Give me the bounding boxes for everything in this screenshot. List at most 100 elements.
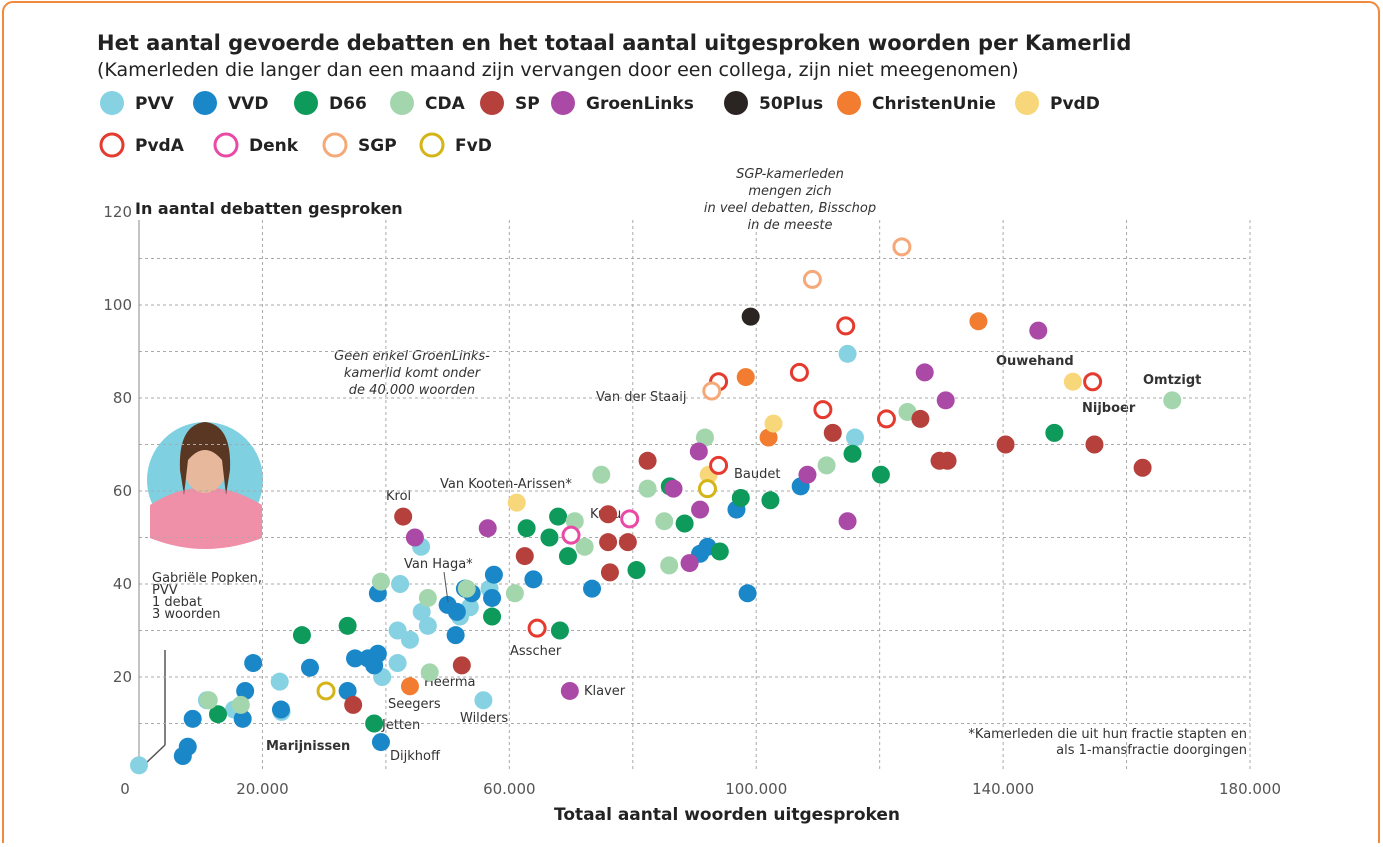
data-point [368, 644, 387, 663]
data-point [365, 714, 384, 733]
data-point [550, 621, 569, 640]
data-point [1133, 458, 1152, 477]
legend-label: SP [515, 94, 540, 114]
data-point [843, 444, 862, 463]
data-point [560, 681, 579, 700]
data-point [558, 547, 577, 566]
note-line: 3 woorden [152, 607, 221, 622]
point-label: Dijkhoff [390, 749, 441, 764]
data-point [517, 519, 536, 538]
data-point [371, 572, 390, 591]
data-point [527, 618, 547, 638]
data-point [655, 512, 674, 531]
legend-swatch [99, 132, 125, 158]
data-point [338, 616, 357, 635]
legend-label: Denk [249, 136, 299, 156]
point-label: Baudet [734, 467, 780, 482]
note-line: 1 debat [152, 595, 202, 610]
data-point [271, 700, 290, 719]
data-point [838, 344, 857, 363]
legend-label: PVV [135, 94, 175, 114]
data-point [457, 579, 476, 598]
data-point [1085, 435, 1104, 454]
legend-swatch [419, 132, 445, 158]
data-point [575, 537, 594, 556]
data-point [300, 658, 319, 677]
note-line: de 40.000 woorden [349, 383, 475, 398]
data-point [969, 312, 988, 331]
point-label: Van der Staaij [596, 390, 686, 405]
legend-label: PvdA [135, 136, 185, 156]
point-label: Klaver [584, 684, 626, 699]
data-point [507, 493, 526, 512]
data-point [1029, 321, 1048, 340]
data-point [452, 656, 471, 675]
legend-swatch [294, 91, 318, 115]
leader-line [443, 571, 449, 603]
legend-swatch [193, 91, 217, 115]
data-point [418, 616, 437, 635]
data-point [836, 316, 856, 336]
note-line: kamerlid komt onder [344, 366, 482, 381]
data-point [691, 500, 710, 519]
data-point [789, 362, 809, 382]
legend-label: D66 [329, 94, 367, 114]
data-point [709, 455, 729, 475]
data-point [600, 563, 619, 582]
chart-title: Het aantal gevoerde debatten en het tota… [97, 31, 1131, 55]
data-point [599, 533, 618, 552]
legend-swatch [551, 91, 575, 115]
data-point [483, 607, 502, 626]
data-point [338, 681, 357, 700]
y-tick-label: 60 [113, 482, 132, 500]
data-point [736, 368, 755, 387]
point-label: Krol [386, 489, 411, 504]
note-line: Geen enkel GroenLinks- [334, 349, 490, 364]
legend-label: PvdD [1050, 94, 1100, 114]
data-point [412, 602, 431, 621]
point-label: Asscher [510, 644, 562, 659]
note-line: in de meeste [748, 218, 833, 233]
data-point [515, 547, 534, 566]
data-point [1063, 372, 1082, 391]
legend-label: CDA [425, 94, 466, 114]
data-point [244, 654, 263, 673]
data-point [231, 695, 250, 714]
legend-label: GroenLinks [586, 94, 694, 114]
data-point [233, 709, 252, 728]
note-line: in veel debatten, Bisschop [704, 201, 876, 216]
legend-label: ChristenUnie [872, 94, 996, 114]
data-point [447, 602, 466, 621]
y-axis-title: In aantal debatten gesproken [135, 199, 403, 218]
data-point [938, 451, 957, 470]
data-point [798, 465, 817, 484]
point-label: Ouwehand [996, 354, 1074, 369]
data-point [695, 428, 714, 447]
legend-swatch [837, 91, 861, 115]
legend-swatch [390, 91, 414, 115]
data-point [759, 428, 778, 447]
legend-swatch [1015, 91, 1039, 115]
data-point [599, 505, 618, 524]
data-point [583, 579, 602, 598]
data-point [405, 528, 424, 547]
data-point [561, 525, 581, 545]
data-point [388, 621, 407, 640]
data-point [741, 307, 760, 326]
data-point [689, 442, 708, 461]
data-point [446, 626, 465, 645]
data-point [130, 756, 148, 775]
data-point [371, 733, 390, 752]
data-point [1083, 372, 1103, 392]
data-point [675, 514, 694, 533]
note-line: als 1-mansfractie doorgingen [1056, 743, 1247, 758]
data-point [391, 575, 410, 593]
data-point [710, 542, 729, 561]
x-tick-label: 180.000 [1219, 780, 1281, 798]
data-point [813, 400, 833, 420]
data-point [911, 409, 930, 428]
legend-swatch [322, 132, 348, 158]
data-point [838, 512, 857, 531]
